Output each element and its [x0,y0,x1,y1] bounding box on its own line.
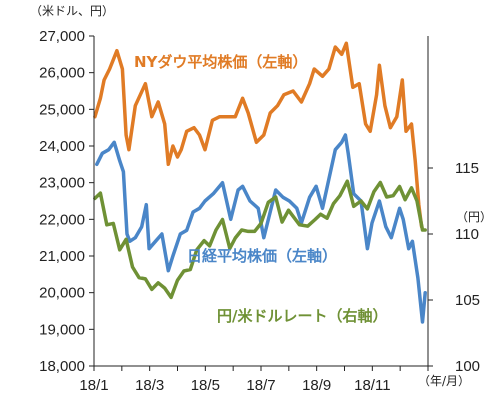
left-tick-label: 25,000 [39,101,85,118]
series-label-nydow: NYダウ平均株価（左軸） [134,53,307,71]
right-tick-label: 105 [455,292,480,309]
left-tick-label: 24,000 [39,138,85,155]
left-tick-label: 20,000 [39,285,85,302]
series-lines [93,41,427,324]
right-tick-label: 115 [455,160,479,177]
series-line-1 [95,133,427,324]
left-tick-label: 22,000 [39,211,85,228]
left-axis-unit: （米ドル、円） [30,4,114,18]
right-tick-label: 100 [455,358,480,375]
right-tick-label: 110 [455,226,479,243]
series-label-usdjpy: 円/米ドルレート（右軸） [217,307,387,325]
left-tick-label: 18,000 [39,358,85,375]
x-tick-label: 18/7 [246,377,275,394]
series-label-nikkei: 日経平均株価（左軸） [187,247,337,265]
x-axis-unit: （年/月） [418,374,470,388]
right-axis-unit: （円） [456,210,492,224]
x-tick-label: 18/3 [135,377,164,394]
right-axis-ticks: 100 105 110 115 [428,160,480,375]
x-axis-ticks: 18/1 18/3 18/5 18/7 18/9 18/11 [79,366,429,394]
x-tick-label: 18/11 [354,377,390,394]
left-axis-ticks: 18,000 19,000 20,000 21,000 22,000 23,000 24,0… [39,28,94,375]
left-tick-label: 19,000 [39,321,85,338]
x-tick-label: 18/9 [302,377,331,394]
left-tick-label: 23,000 [39,175,85,192]
x-tick-label: 18/1 [79,377,108,394]
left-tick-label: 26,000 [39,65,85,82]
series-line-2 [93,179,427,300]
x-tick-label: 18/5 [191,377,220,394]
left-tick-label: 27,000 [39,28,85,45]
left-tick-label: 21,000 [39,248,85,265]
series-line-0 [93,41,424,229]
